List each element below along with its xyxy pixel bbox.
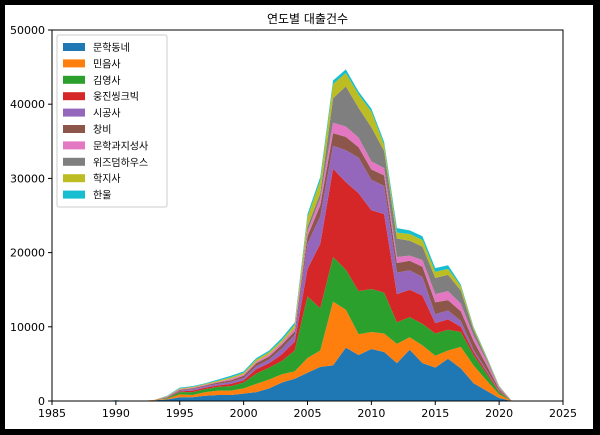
area-series-1 <box>90 347 512 401</box>
legend-swatch <box>63 59 85 68</box>
legend-label: 시공사 <box>93 108 121 120</box>
y-tick-label: 50000 <box>10 24 45 37</box>
x-tick-label: 2015 <box>421 407 449 420</box>
y-tick-label: 20000 <box>10 247 45 260</box>
legend-label: 웅진씽크빅 <box>93 91 139 103</box>
legend-swatch <box>63 174 85 183</box>
x-tick-label: 2025 <box>549 407 577 420</box>
x-tick-label: 1995 <box>166 407 194 420</box>
y-tick-label: 40000 <box>10 98 45 111</box>
x-tick-label: 1985 <box>38 407 66 420</box>
y-tick-label: 10000 <box>10 321 45 334</box>
y-axis: 0 10000 20000 30000 40000 50000 <box>10 24 52 408</box>
x-tick-label: 2000 <box>230 407 258 420</box>
legend-label: 창비 <box>93 124 111 136</box>
legend-swatch <box>63 157 85 166</box>
legend-label: 한울 <box>93 190 111 202</box>
legend-swatch <box>63 190 85 199</box>
legend-swatch <box>63 43 85 51</box>
legend-label: 김영사 <box>93 75 121 87</box>
legend-label: 민음사 <box>93 58 121 70</box>
chart-title: 연도별 대출건수 <box>267 12 348 26</box>
legend-swatch <box>63 108 85 117</box>
legend-swatch <box>63 141 85 150</box>
legend-swatch <box>63 92 85 101</box>
x-tick-label: 2020 <box>485 407 513 420</box>
y-tick-label: 0 <box>38 395 45 408</box>
x-tick-label: 1990 <box>102 407 130 420</box>
legend-swatch <box>63 75 85 84</box>
area-series-2 <box>90 301 512 401</box>
y-tick-label: 30000 <box>10 172 45 185</box>
x-tick-label: 2005 <box>294 407 322 420</box>
stacked-area-chart: 연도별 대출건수 1985 1990 1995 2000 2005 2010 2015 202… <box>10 12 577 420</box>
area-layers <box>90 69 512 401</box>
area-series-3 <box>90 257 512 401</box>
x-axis: 1985 1990 1995 2000 2005 2010 2015 2020 2025 <box>38 401 577 420</box>
legend-label: 문학동네 <box>93 42 130 54</box>
legend-label: 문학과지성사 <box>93 140 148 152</box>
chart-frame: 연도별 대출건수 1985 1990 1995 2000 2005 2010 2015 202… <box>5 5 593 429</box>
legend-label: 위즈덤하우스 <box>93 156 148 169</box>
legend-label: 학지사 <box>93 173 121 185</box>
legend-swatch <box>63 125 85 133</box>
x-tick-label: 2010 <box>357 407 385 420</box>
